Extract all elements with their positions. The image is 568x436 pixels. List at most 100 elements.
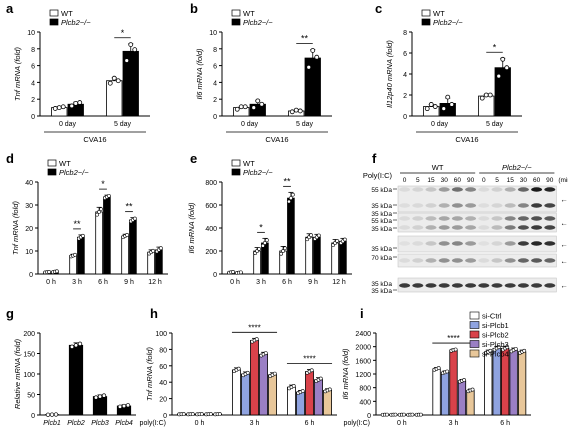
panel-letter-f: f: [372, 151, 377, 166]
blot-band: [425, 241, 437, 246]
significance-label: *: [493, 42, 497, 52]
blot-label: ← p-Erk: [560, 219, 568, 228]
kda-marker: 35 kDa: [371, 203, 392, 210]
data-point: [95, 212, 100, 217]
data-point: [288, 196, 293, 201]
blot-band: [412, 283, 424, 288]
significance-label: ****: [303, 354, 315, 363]
blot-band: [491, 241, 503, 246]
y-tick-label: 0: [213, 114, 217, 121]
data-point: [80, 233, 85, 238]
blot-band: [465, 241, 477, 246]
group-label: CVA16: [265, 135, 288, 144]
blot-band: [544, 216, 556, 221]
bar-wt: [95, 211, 103, 275]
data-point: [106, 193, 111, 198]
bar-wt: [106, 80, 123, 117]
data-point: [73, 343, 79, 348]
legend-swatch: [231, 9, 241, 17]
data-point: [470, 387, 475, 392]
data-point: [97, 209, 102, 214]
data-point: [121, 403, 127, 409]
blot-band: [412, 203, 424, 208]
x-tick-label: 0 day: [241, 121, 259, 128]
blot-band: [544, 258, 556, 263]
blot-band: [478, 216, 490, 221]
x-tick-label: Plcb3: [91, 420, 109, 427]
blot-band: [517, 225, 529, 230]
blot-band: [399, 225, 411, 230]
data-point: [281, 249, 286, 253]
blot-band: [425, 225, 437, 230]
blot-band: [478, 258, 490, 263]
blot-strip-p-jnk: [397, 185, 557, 213]
data-point: [238, 270, 243, 275]
data-point: [496, 345, 501, 350]
group-label: CVA16: [455, 135, 478, 144]
bar-si-plcb4: [323, 389, 332, 416]
data-point: [449, 102, 455, 107]
bar-wt: [69, 255, 77, 275]
y-tick-label: 1200: [355, 372, 371, 379]
timepoint-label: 60: [533, 177, 541, 184]
blot-band: [531, 216, 543, 221]
y-axis-label: Il6 mRNA (fold): [341, 348, 350, 399]
blot-band: [412, 225, 424, 230]
blot-band: [504, 203, 516, 208]
y-tick-label: 6: [213, 64, 217, 71]
bar-si-plcb3: [509, 349, 518, 416]
legend-swatch: [231, 159, 241, 167]
data-point: [385, 412, 389, 417]
y-tick-label: 6: [31, 64, 35, 71]
blot-band: [531, 187, 543, 192]
legend-swatch: [469, 330, 480, 339]
legend-swatch: [231, 18, 241, 26]
blot-band: [478, 203, 490, 208]
blot-band: [504, 241, 516, 246]
legend-swatch: [231, 168, 241, 176]
chart-panel-c: 0 2 4 6 8 Il12p40 mRNA (fold) 0 day 5 day * CVA16…: [385, 9, 522, 144]
legend-label: WT: [433, 9, 445, 18]
data-point: [436, 366, 441, 370]
blot-band: [517, 187, 529, 192]
bar-wt: [305, 236, 313, 275]
blot-band: [399, 203, 411, 208]
bar-plcb2: [68, 344, 84, 416]
x-tick-label: 3 h: [250, 420, 260, 427]
blot-band: [491, 225, 503, 230]
blot-band: [399, 216, 411, 221]
data-point: [132, 216, 137, 221]
y-tick-label: 6: [403, 51, 407, 58]
bar-si-plcb2: [250, 339, 259, 416]
legend-label: si-Plcb4: [482, 350, 509, 359]
y-tick-label: 200: [205, 249, 217, 256]
blot-band: [478, 241, 490, 246]
blot-band: [399, 241, 411, 246]
y-tick-label: 0: [29, 272, 33, 279]
y-tick-label: 20: [159, 397, 167, 404]
data-point: [208, 412, 213, 416]
data-point: [245, 370, 250, 375]
x-tick-label: 5 day: [114, 121, 132, 128]
bar-si-plcb3: [259, 353, 268, 416]
data-point: [402, 412, 406, 417]
y-axis-label: Il6 mRNA (fold): [187, 202, 196, 253]
timepoint-label: 15: [427, 177, 435, 184]
data-point: [125, 233, 129, 237]
panel-letter-h: h: [150, 306, 158, 321]
data-point: [342, 237, 347, 242]
group-label-wt: WT: [432, 163, 444, 172]
y-tick-label: 800: [205, 180, 217, 187]
y-axis-label: Tnf mRNA (fold): [11, 201, 20, 255]
data-point: [424, 106, 430, 112]
data-point: [117, 404, 123, 409]
data-point: [290, 192, 295, 197]
legend-label: si-Ctrl: [482, 312, 502, 321]
y-tick-label: 200: [23, 331, 35, 338]
bar-si-plcb3: [457, 380, 467, 416]
legend-label: si-Plcb3: [482, 340, 509, 349]
legend-label: WT: [59, 159, 71, 168]
bar-plcb2-: [287, 197, 295, 275]
legend-label: WT: [243, 159, 255, 168]
